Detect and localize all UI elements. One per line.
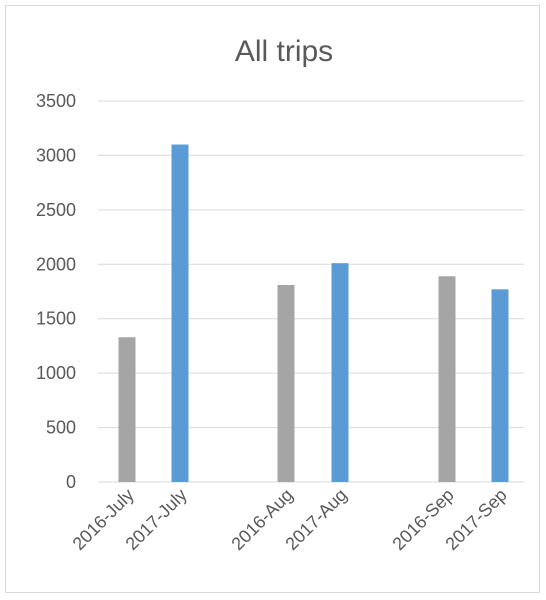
bar-2016-july — [118, 337, 136, 482]
y-tick-label: 2000 — [36, 254, 76, 274]
y-tick-label: 0 — [66, 472, 76, 492]
y-tick-label: 500 — [46, 418, 76, 438]
gridlines — [98, 100, 524, 483]
bar-2017-sep — [491, 289, 509, 482]
chart-title: All trips — [235, 35, 333, 68]
y-tick-label: 2500 — [36, 200, 76, 220]
bars — [118, 144, 509, 483]
y-tick-label: 3500 — [36, 91, 76, 111]
bar-2017-aug — [331, 263, 349, 482]
y-tick-label: 1500 — [36, 309, 76, 329]
bar-2016-sep — [438, 276, 456, 482]
y-tick-label: 1000 — [36, 363, 76, 383]
bar-2016-aug — [277, 284, 295, 482]
bar-2017-july — [171, 144, 189, 483]
y-axis-ticks: 0 500 1000 1500 2000 2500 3000 3500 — [36, 91, 76, 492]
y-tick-label: 3000 — [36, 145, 76, 165]
